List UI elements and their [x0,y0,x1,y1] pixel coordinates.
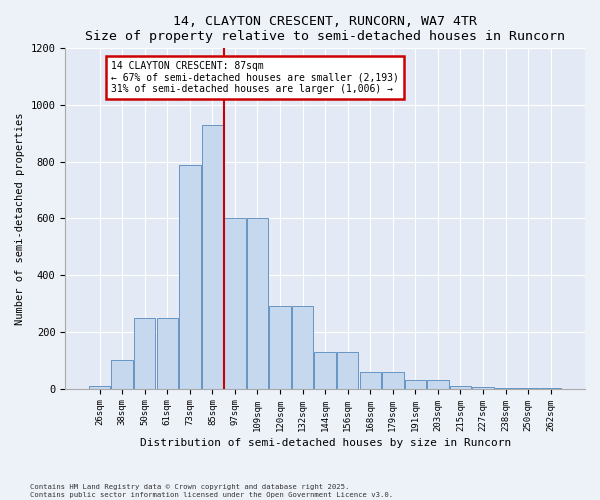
Bar [247,218,268,388]
Bar [404,380,426,388]
Bar [157,318,178,388]
Bar [337,352,358,389]
Bar [224,218,245,388]
Bar [359,372,381,388]
Bar [292,306,313,388]
Bar [134,318,155,388]
Bar [112,360,133,388]
Text: 14 CLAYTON CRESCENT: 87sqm
← 67% of semi-detached houses are smaller (2,193)
31%: 14 CLAYTON CRESCENT: 87sqm ← 67% of semi… [111,61,399,94]
Y-axis label: Number of semi-detached properties: Number of semi-detached properties [15,112,25,324]
Bar [382,372,404,388]
Bar [472,387,494,388]
Bar [179,164,200,388]
Bar [450,386,471,388]
Title: 14, CLAYTON CRESCENT, RUNCORN, WA7 4TR
Size of property relative to semi-detache: 14, CLAYTON CRESCENT, RUNCORN, WA7 4TR S… [85,15,565,43]
Bar [269,306,291,388]
Bar [314,352,336,389]
Bar [89,386,110,388]
Bar [202,125,223,388]
Text: Contains HM Land Registry data © Crown copyright and database right 2025.
Contai: Contains HM Land Registry data © Crown c… [30,484,393,498]
Bar [427,380,449,388]
X-axis label: Distribution of semi-detached houses by size in Runcorn: Distribution of semi-detached houses by … [140,438,511,448]
